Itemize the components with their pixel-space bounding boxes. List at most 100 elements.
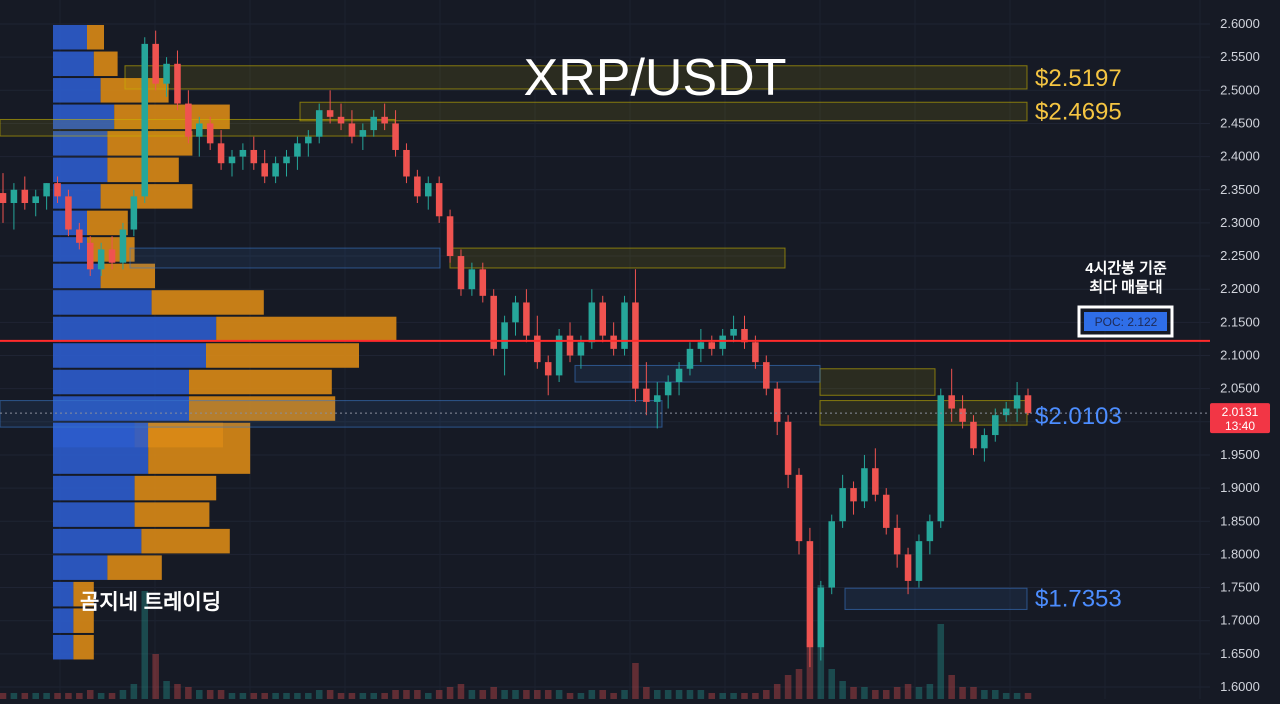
y-tick-label: 1.8500 — [1220, 513, 1260, 528]
volume-bar — [217, 690, 225, 699]
volume-bar — [915, 687, 923, 699]
volume-bar — [1013, 693, 1021, 699]
profile-sell-bar — [107, 131, 193, 156]
candle-body — [828, 521, 835, 588]
volume-bar — [784, 675, 792, 699]
candle-body — [348, 123, 356, 137]
poc-box-frame — [1077, 305, 1174, 338]
candle-body — [490, 295, 497, 349]
volume-bar — [599, 690, 607, 699]
profile-buy-bar — [53, 475, 135, 501]
y-tick-label: 2.6000 — [1220, 16, 1260, 31]
candle-body — [773, 388, 781, 422]
candle-body — [784, 421, 792, 475]
volume-bar — [239, 693, 247, 699]
candle-body — [468, 269, 476, 290]
poc-badge[interactable] — [1084, 312, 1167, 331]
profile-sell-bar — [87, 25, 104, 50]
candle-body — [97, 249, 105, 270]
volume-bar — [719, 693, 726, 699]
y-tick-label: 2.5500 — [1220, 49, 1260, 64]
candle-body — [228, 156, 236, 164]
volume-bar — [65, 693, 72, 699]
volume-bar — [839, 681, 846, 699]
profile-buy-bar — [53, 343, 206, 368]
volume-bar — [632, 663, 639, 699]
y-tick-label: 2.1000 — [1220, 348, 1260, 363]
price-level-label: $2.4695 — [1035, 99, 1122, 126]
candle-body — [708, 342, 716, 349]
candle-body — [523, 302, 530, 336]
candle-body — [686, 348, 694, 369]
candle-body — [501, 322, 508, 349]
volume-bar — [424, 693, 432, 699]
y-tick-label: 2.3000 — [1220, 215, 1260, 230]
candle-body — [0, 193, 7, 204]
volume-bar — [893, 687, 901, 699]
candle-body — [457, 256, 465, 290]
price-level-labels: $2.5197 $2.4695 $2.0103 $1.7353 — [1035, 65, 1122, 612]
candle-body — [261, 163, 268, 177]
volume-bar — [326, 690, 334, 699]
candle-body — [403, 149, 410, 177]
volume-bar — [1024, 693, 1032, 699]
profile-buy-bar — [53, 51, 94, 77]
volume-bar — [675, 690, 683, 699]
price-zone — [124, 65, 1028, 90]
profile-sell-bar — [73, 608, 94, 633]
volume-bar — [119, 690, 127, 699]
volume-bar — [970, 687, 977, 699]
volume-bar — [97, 693, 105, 699]
volume-bar — [381, 693, 388, 699]
profile-sell-bar — [107, 555, 162, 580]
volume-bar — [54, 693, 61, 699]
profile-sell-bar — [141, 528, 230, 554]
candle-body — [675, 368, 683, 383]
candle-body — [479, 269, 487, 296]
candle-body — [806, 541, 814, 648]
candle-body — [904, 554, 912, 581]
profile-buy-bar — [53, 528, 142, 554]
volume-bar — [741, 693, 748, 699]
volume-bar — [937, 624, 945, 699]
volume-bar — [43, 693, 50, 699]
candle-body — [872, 468, 879, 495]
candle-body — [981, 435, 988, 449]
candle-body — [43, 183, 50, 197]
candle-body — [10, 189, 18, 204]
profile-sell-bar — [73, 634, 94, 660]
candle-body — [915, 541, 923, 581]
candle-body — [893, 527, 901, 555]
profile-sell-bar — [148, 422, 251, 474]
profile-sell-bar — [134, 475, 217, 501]
volume-bar — [490, 687, 497, 699]
candle-body — [206, 123, 214, 144]
candle-body — [937, 395, 945, 522]
volume-bar — [196, 690, 203, 699]
volume-bar — [435, 690, 443, 699]
volume-bar — [828, 669, 835, 699]
candle-body — [21, 189, 29, 204]
candle-body — [697, 342, 705, 349]
volume-bar — [1002, 693, 1010, 699]
last-price-value: 2.0131 — [1222, 405, 1259, 419]
volume-bar — [534, 690, 541, 699]
candle-body — [817, 587, 825, 648]
price-level-label: $2.5197 — [1035, 65, 1122, 92]
volume-bar — [643, 687, 650, 699]
candle-body — [326, 110, 334, 117]
volume-bar — [795, 669, 803, 699]
last-price-tag[interactable]: 2.0131 13:40 — [1210, 403, 1270, 434]
candle-body — [534, 335, 541, 363]
profile-buy-bar — [53, 422, 149, 474]
price-zone — [844, 587, 1028, 610]
candle-body — [752, 342, 759, 363]
candle-body — [544, 362, 552, 376]
volume-bar — [370, 693, 378, 699]
price-zone — [819, 368, 936, 396]
candle-body — [599, 302, 607, 336]
volume-bar — [163, 681, 170, 699]
candle-body — [414, 176, 421, 197]
